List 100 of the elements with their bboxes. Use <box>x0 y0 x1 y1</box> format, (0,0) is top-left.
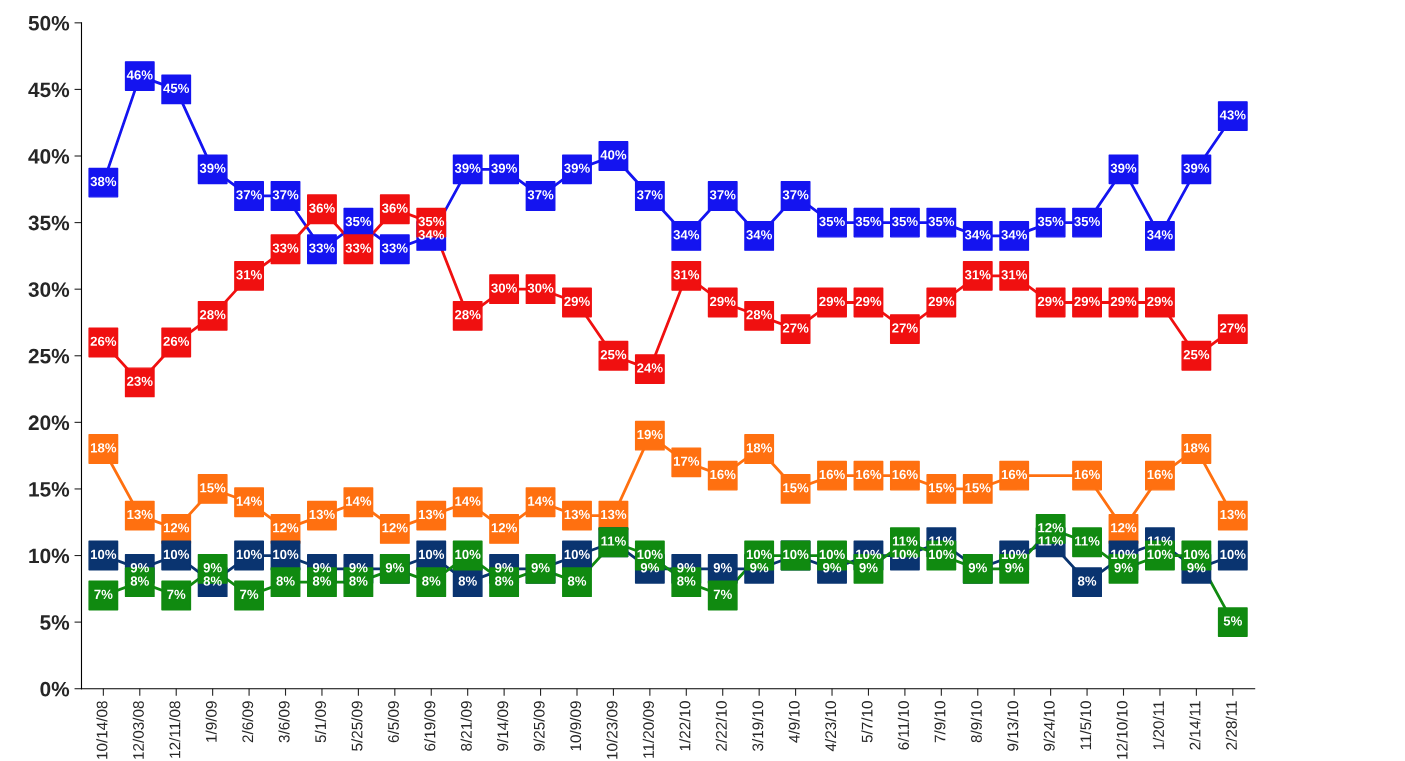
x-tick-label: 10/23/09 <box>606 701 618 759</box>
data-label: 8% <box>458 576 477 586</box>
data-label: 13% <box>127 509 153 520</box>
data-label: 37% <box>709 190 736 200</box>
data-label: 37% <box>236 190 262 200</box>
data-label: 10% <box>273 549 299 560</box>
data-label: 10% <box>564 549 590 560</box>
data-label: 10% <box>163 549 190 560</box>
data-label: 26% <box>90 336 117 346</box>
data-label: 9% <box>312 563 332 573</box>
data-label: 33% <box>309 243 335 253</box>
data-label: 25% <box>1183 349 1210 360</box>
x-tick-label: 10/14/08 <box>96 701 108 759</box>
data-label: 12% <box>382 523 408 533</box>
data-label: 12% <box>163 523 190 533</box>
data-label: 25% <box>600 349 627 360</box>
data-label: 28% <box>454 310 481 320</box>
y-tick-label: 45% <box>28 82 70 98</box>
data-label: 8% <box>567 576 587 586</box>
data-label: 34% <box>418 230 445 240</box>
x-tick-label: 2/14/11 <box>1189 701 1201 750</box>
y-tick-label: 0% <box>40 681 70 697</box>
data-label: 26% <box>163 336 190 346</box>
data-label: 10% <box>1220 549 1246 560</box>
data-label: 10% <box>928 549 955 560</box>
data-label: 13% <box>601 509 627 520</box>
data-label: 43% <box>1219 110 1246 120</box>
data-label: 9% <box>750 563 769 573</box>
data-label: 8% <box>422 576 441 586</box>
data-label: 9% <box>203 563 222 573</box>
data-label: 45% <box>163 83 190 93</box>
data-label: 11% <box>929 536 954 546</box>
data-label: 14% <box>455 496 481 506</box>
data-label: 29% <box>1147 296 1173 307</box>
data-label: 11% <box>1075 536 1100 546</box>
x-tick-label: 2/22/10 <box>715 701 727 751</box>
data-label: 8% <box>312 576 332 586</box>
x-tick-label: 4/23/10 <box>824 701 837 752</box>
data-label: 34% <box>964 230 991 240</box>
data-label: 29% <box>1110 296 1137 307</box>
data-label: 39% <box>1110 163 1137 173</box>
data-label: 36% <box>309 203 335 213</box>
data-label: 15% <box>928 483 955 493</box>
data-label: 10% <box>783 549 809 560</box>
data-label: 8% <box>276 576 295 586</box>
data-label: 8% <box>349 576 368 586</box>
data-label: 10% <box>892 549 918 560</box>
data-label: 16% <box>856 469 882 480</box>
data-label: 10% <box>1111 549 1137 560</box>
data-label: 18% <box>746 443 773 453</box>
data-label: 29% <box>564 296 590 307</box>
data-label: 35% <box>1037 216 1064 227</box>
data-label: 10% <box>746 549 773 560</box>
data-label: 31% <box>964 270 991 280</box>
data-label: 28% <box>199 310 226 320</box>
data-label: 29% <box>1037 296 1064 307</box>
data-label: 14% <box>236 496 262 506</box>
x-tick-label: 3/6/09 <box>278 701 290 743</box>
x-tick-label: 9/13/10 <box>1007 701 1019 751</box>
data-label: 14% <box>346 496 372 506</box>
data-label: 30% <box>527 283 554 293</box>
data-label: 33% <box>272 243 299 253</box>
data-label: 8% <box>203 576 222 586</box>
x-tick-label: 5/25/09 <box>351 701 363 751</box>
y-tick-label: 30% <box>28 282 70 297</box>
data-label: 27% <box>1220 323 1246 333</box>
data-label: 30% <box>491 283 517 293</box>
data-label: 10% <box>1001 549 1028 560</box>
data-label: 13% <box>418 509 445 520</box>
y-tick-label: 10% <box>29 548 70 564</box>
data-label: 5% <box>1223 616 1242 626</box>
data-label: 9% <box>130 563 149 573</box>
data-label: 15% <box>965 483 991 493</box>
x-tick-label: 6/19/09 <box>424 701 436 751</box>
data-label: 10% <box>455 549 481 560</box>
x-tick-label: 10/9/09 <box>569 701 582 751</box>
data-label: 37% <box>527 190 554 200</box>
data-label: 8% <box>495 576 514 586</box>
x-tick-label: 12/11/08 <box>169 701 181 758</box>
data-label: 38% <box>90 176 117 187</box>
x-tick-label: 1/9/09 <box>205 701 217 742</box>
data-label: 29% <box>928 296 955 307</box>
data-label: 10% <box>418 549 445 560</box>
data-label: 10% <box>1147 549 1173 560</box>
data-label: 9% <box>349 563 368 573</box>
data-label: 28% <box>746 310 773 320</box>
x-tick-label: 5/1/09 <box>314 701 327 743</box>
data-label: 15% <box>200 483 226 493</box>
data-label: 27% <box>782 323 809 333</box>
data-label: 13% <box>564 509 590 520</box>
x-tick-label: 8/21/09 <box>460 701 472 751</box>
data-label: 24% <box>637 363 663 373</box>
data-label: 8% <box>130 576 149 586</box>
data-label: 7% <box>240 589 259 599</box>
data-label: 16% <box>1147 469 1173 480</box>
data-label: 31% <box>673 270 700 280</box>
x-tick-label: 9/14/09 <box>497 701 509 751</box>
x-tick-label: 9/24/10 <box>1043 701 1055 751</box>
data-label: 34% <box>746 230 773 240</box>
data-label: 39% <box>491 163 517 173</box>
